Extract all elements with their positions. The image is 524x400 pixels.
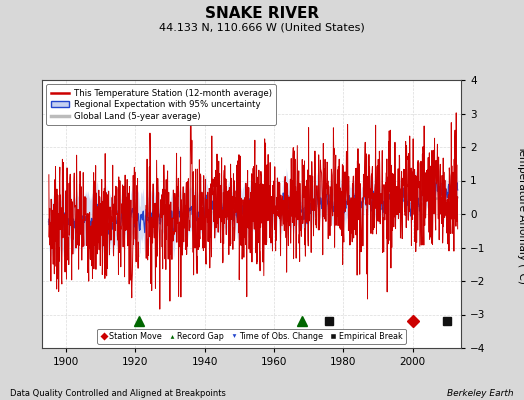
Legend: Station Move, Record Gap, Time of Obs. Change, Empirical Break: Station Move, Record Gap, Time of Obs. C… <box>97 328 406 344</box>
Text: 44.133 N, 110.666 W (United States): 44.133 N, 110.666 W (United States) <box>159 22 365 32</box>
Y-axis label: Temperature Anomaly (°C): Temperature Anomaly (°C) <box>517 144 524 284</box>
Text: Berkeley Earth: Berkeley Earth <box>447 389 514 398</box>
Text: Data Quality Controlled and Aligned at Breakpoints: Data Quality Controlled and Aligned at B… <box>10 389 226 398</box>
Text: SNAKE RIVER: SNAKE RIVER <box>205 6 319 21</box>
